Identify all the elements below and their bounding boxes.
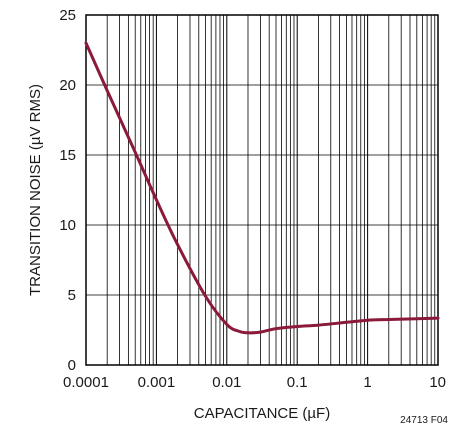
x-tick-label: 0.01 [212, 374, 241, 391]
y-tick-label: 20 [59, 77, 76, 94]
x-tick-label: 10 [429, 374, 446, 391]
y-tick-label: 5 [68, 287, 76, 304]
x-tick-label: 1 [363, 374, 371, 391]
x-axis-title: CAPACITANCE (µF) [194, 405, 330, 422]
noise-curve [84, 41, 440, 335]
grid [86, 15, 438, 365]
plot-frame [85, 14, 439, 366]
x-tick-label: 0.0001 [63, 374, 109, 391]
x-tick-label: 0.1 [287, 374, 308, 391]
y-tick-label: 15 [59, 147, 76, 164]
tick-labels: 0.0001 0.001 0.01 0.1 1 10 0 5 10 15 20 25 [59, 7, 446, 391]
y-tick-label: 0 [68, 357, 76, 374]
y-axis-title: TRANSITION NOISE (µV RMS) [27, 84, 44, 296]
figure-id: 24713 F04 [400, 415, 448, 426]
y-tick-label: 10 [59, 217, 76, 234]
y-tick-label: 25 [59, 7, 76, 24]
x-tick-label: 0.001 [138, 374, 176, 391]
